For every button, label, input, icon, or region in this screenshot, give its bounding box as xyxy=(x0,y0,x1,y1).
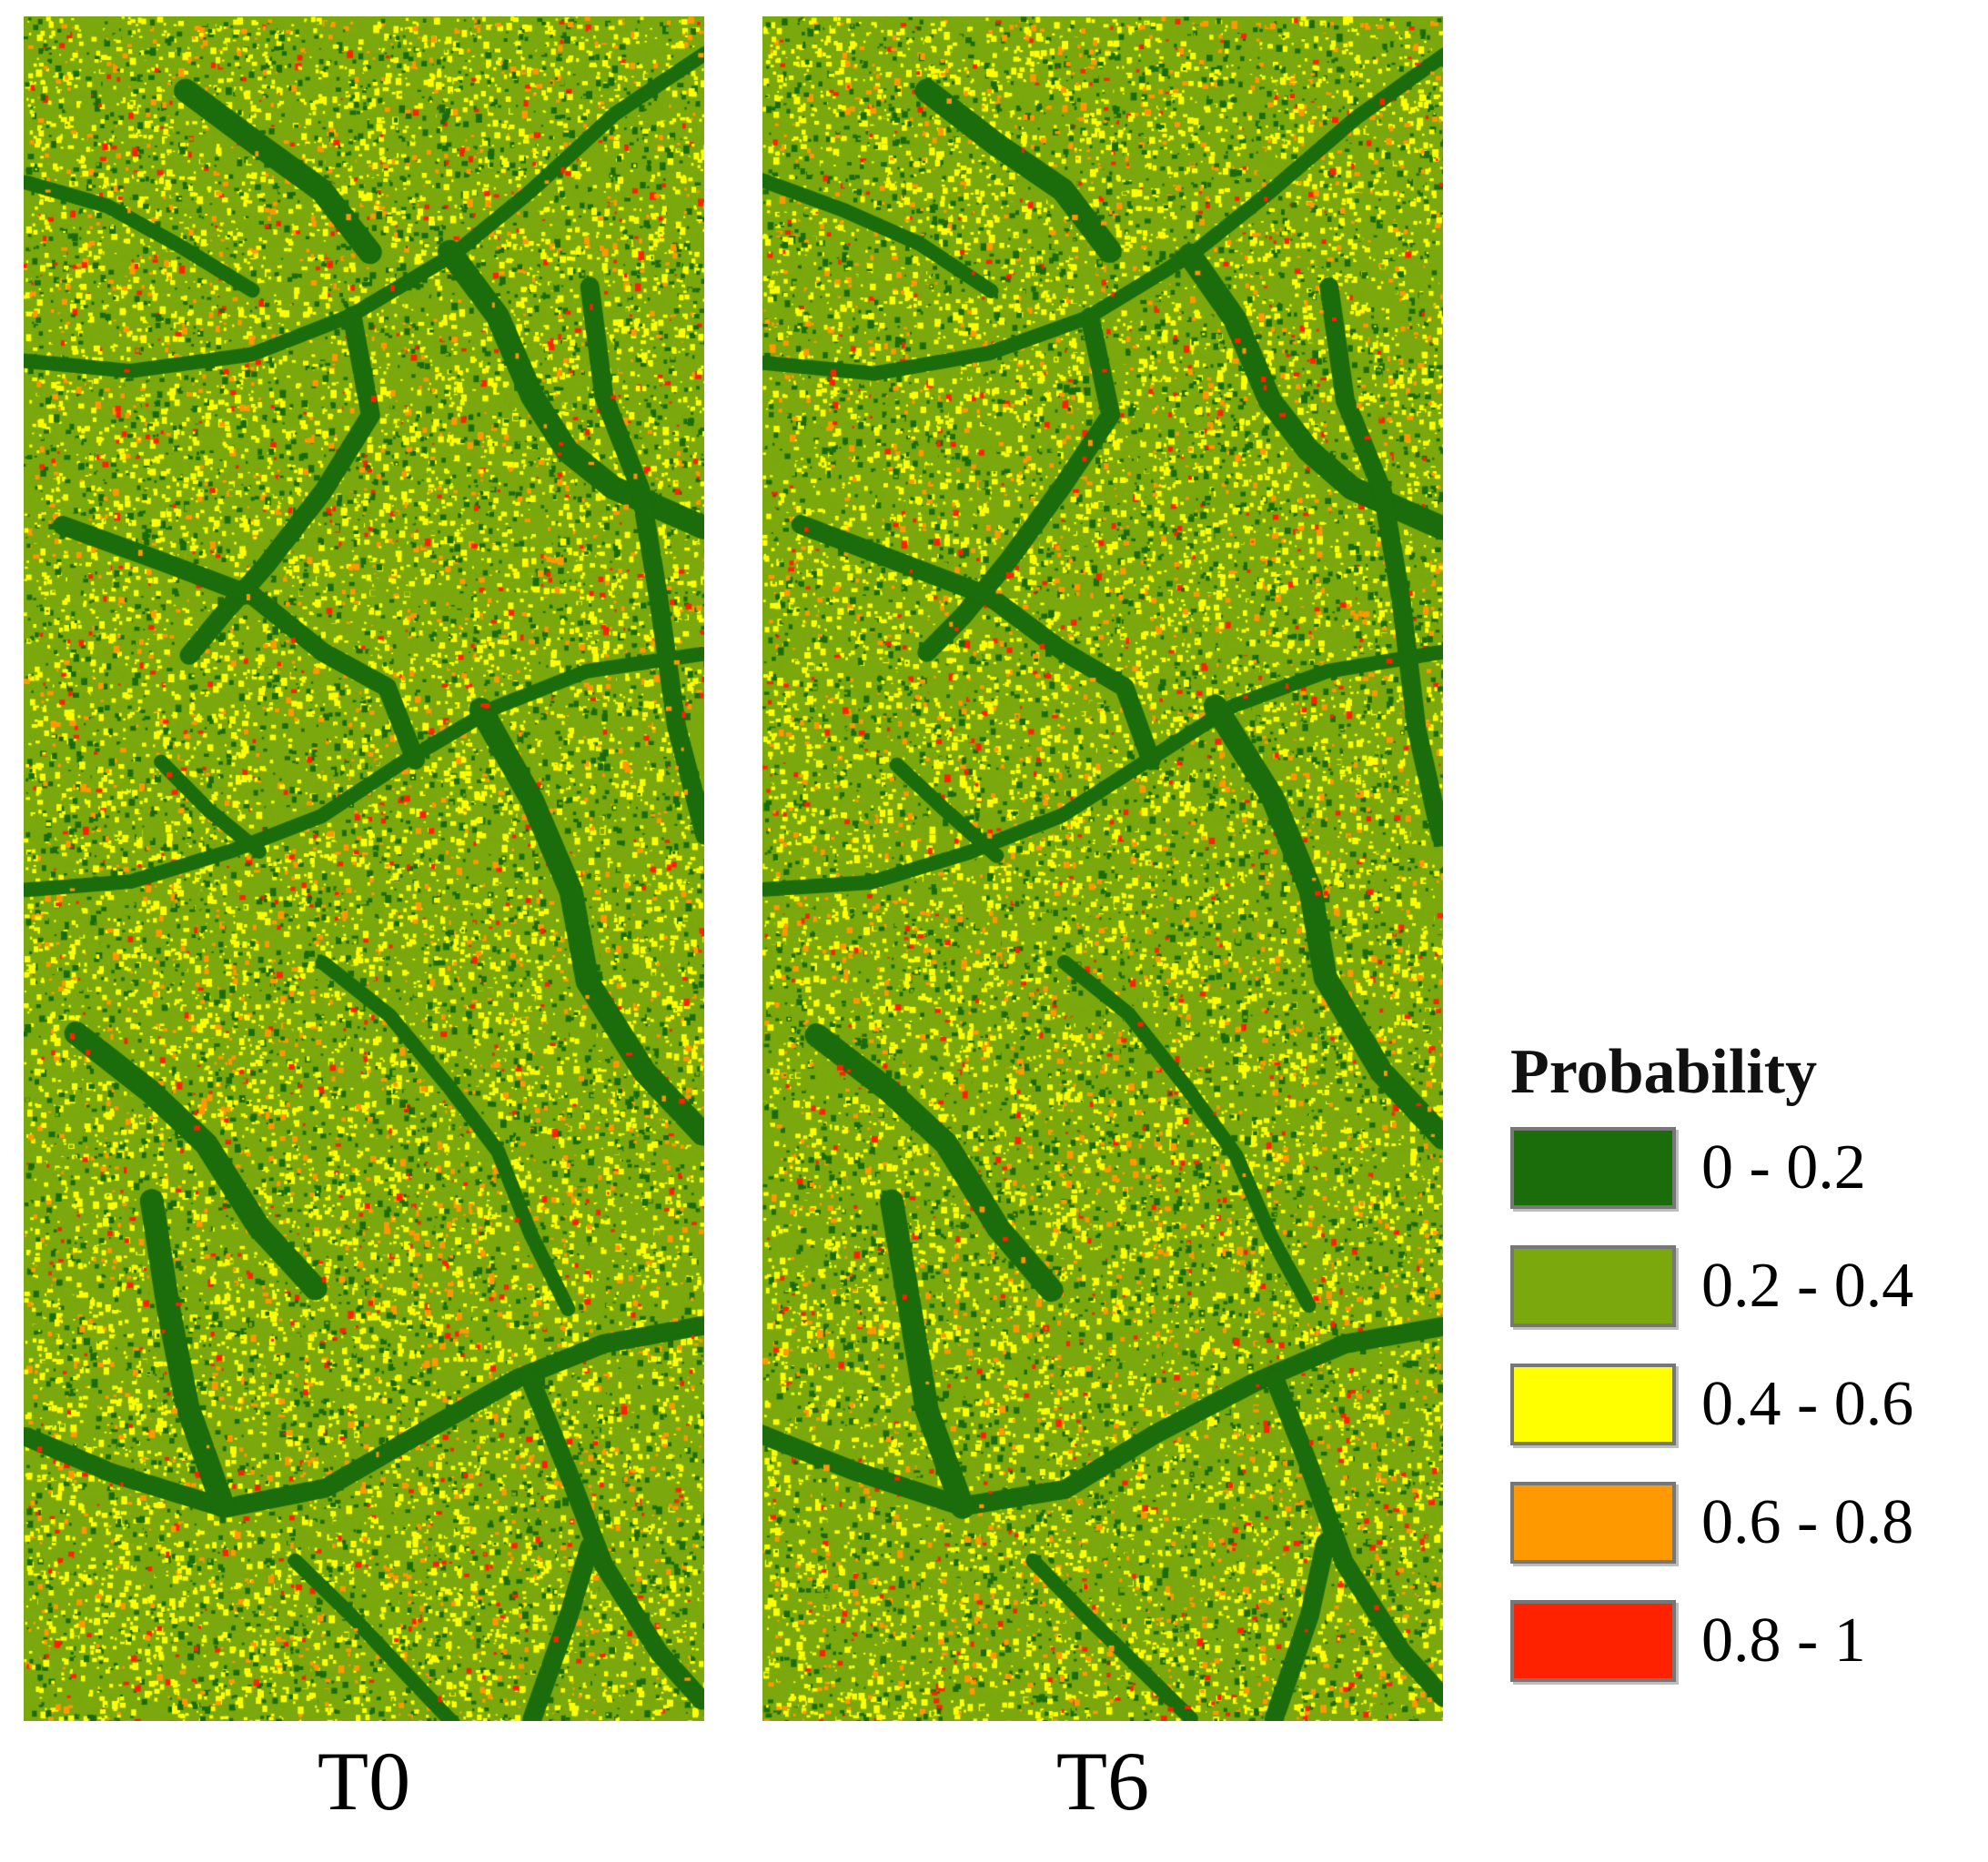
legend-swatch xyxy=(1510,1245,1676,1327)
legend-label: 0.6 - 0.8 xyxy=(1701,1487,1914,1557)
legend-item: 0.6 - 0.8 xyxy=(1510,1476,1983,1569)
panel-label-t6: T6 xyxy=(1055,1735,1150,1827)
legend-item: 0 - 0.2 xyxy=(1510,1122,1983,1214)
probability-map-t6 xyxy=(762,16,1443,1721)
legend-item: 0.8 - 1 xyxy=(1510,1595,1983,1687)
legend-swatch xyxy=(1510,1600,1676,1682)
legend-swatch xyxy=(1510,1127,1676,1209)
legend-swatch xyxy=(1510,1482,1676,1564)
probability-map-t0 xyxy=(24,16,704,1721)
legend-label: 0.4 - 0.6 xyxy=(1701,1369,1914,1439)
map-raster-t6 xyxy=(762,16,1443,1721)
legend-label: 0 - 0.2 xyxy=(1701,1132,1866,1203)
legend-item: 0.2 - 0.4 xyxy=(1510,1240,1983,1333)
panel-label-t0: T0 xyxy=(317,1735,411,1827)
legend-title: Probability xyxy=(1510,1037,1818,1107)
legend-label: 0.8 - 1 xyxy=(1701,1605,1866,1676)
legend: Probability 0 - 0.2 0.2 - 0.4 0.4 - 0.6 … xyxy=(1510,1037,1983,1713)
legend-item: 0.4 - 0.6 xyxy=(1510,1358,1983,1451)
legend-swatch xyxy=(1510,1364,1676,1445)
map-raster-t0 xyxy=(24,16,704,1721)
legend-label: 0.2 - 0.4 xyxy=(1701,1251,1914,1321)
